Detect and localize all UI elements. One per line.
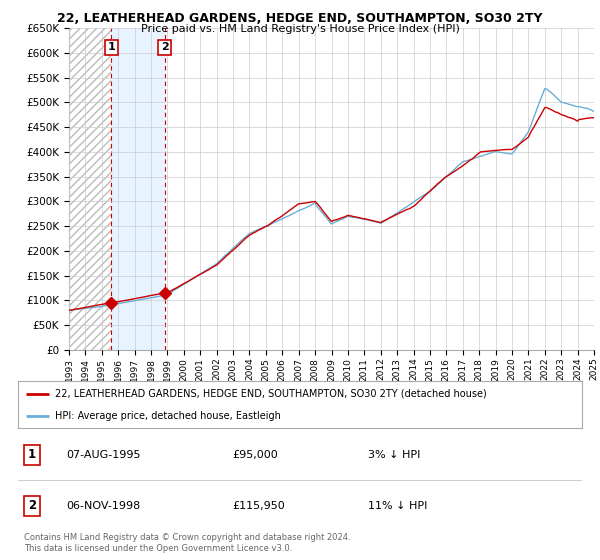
Text: HPI: Average price, detached house, Eastleigh: HPI: Average price, detached house, East… [55,410,281,421]
Text: 1: 1 [28,448,36,461]
Bar [164,28,594,350]
Text: 1: 1 [107,43,115,52]
Bar [69,28,112,350]
Text: 11% ↓ HPI: 11% ↓ HPI [368,501,427,511]
Text: Price paid vs. HM Land Registry's House Price Index (HPI): Price paid vs. HM Land Registry's House … [140,24,460,34]
Text: Contains HM Land Registry data © Crown copyright and database right 2024.
This d: Contains HM Land Registry data © Crown c… [24,533,350,553]
Text: 3% ↓ HPI: 3% ↓ HPI [368,450,420,460]
Text: 2: 2 [28,499,36,512]
Bar [112,28,164,350]
Text: £115,950: £115,950 [232,501,285,511]
Text: 2: 2 [161,43,169,52]
Text: 22, LEATHERHEAD GARDENS, HEDGE END, SOUTHAMPTON, SO30 2TY: 22, LEATHERHEAD GARDENS, HEDGE END, SOUT… [57,12,543,25]
Text: £95,000: £95,000 [232,450,278,460]
Text: 06-NOV-1998: 06-NOV-1998 [66,501,140,511]
Text: 07-AUG-1995: 07-AUG-1995 [66,450,140,460]
Text: 22, LEATHERHEAD GARDENS, HEDGE END, SOUTHAMPTON, SO30 2TY (detached house): 22, LEATHERHEAD GARDENS, HEDGE END, SOUT… [55,389,487,399]
